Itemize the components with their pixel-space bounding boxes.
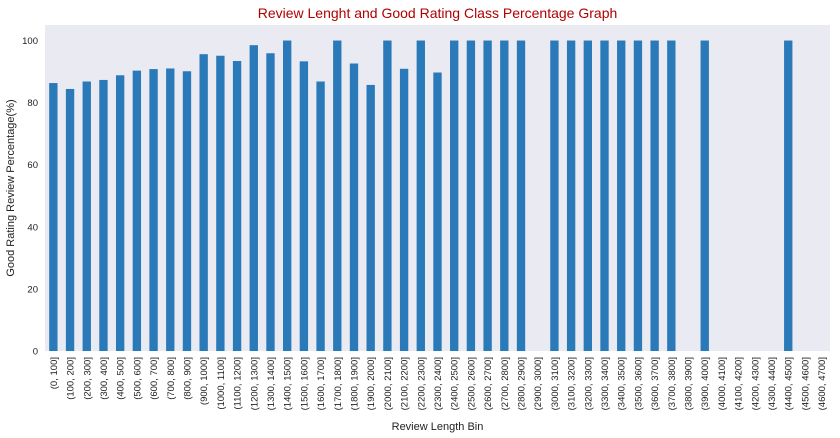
x-tick-label: (2600, 2700] — [483, 357, 494, 410]
x-tick-label: (3800, 3900] — [684, 357, 695, 410]
bar — [333, 40, 342, 352]
x-tick-label: (2700, 2800] — [500, 357, 511, 410]
bar — [483, 40, 492, 352]
bar — [366, 84, 375, 351]
bar — [49, 83, 58, 351]
x-tick-label: (4600, 4700] — [817, 357, 828, 410]
bar — [115, 75, 125, 351]
bar — [99, 79, 108, 351]
bar — [700, 40, 709, 352]
x-tick-label: (4200, 4300] — [750, 357, 761, 410]
x-tick-label: (2000, 2100] — [383, 357, 394, 410]
bar — [566, 40, 576, 352]
x-tick-label: (3400, 3500] — [617, 357, 628, 410]
x-tick-label: (500, 600] — [132, 357, 143, 400]
x-tick-label: (2900, 3000] — [533, 357, 544, 410]
x-tick-label: (200, 300] — [82, 357, 93, 400]
x-tick-label: (1500, 1600] — [299, 357, 310, 410]
x-tick-label: (2100, 2200] — [400, 357, 411, 410]
bar — [383, 40, 392, 352]
bar — [166, 68, 175, 351]
bar — [416, 40, 425, 352]
bar — [667, 40, 676, 352]
bar — [149, 69, 158, 351]
bar — [516, 40, 526, 352]
x-tick-label: (400, 500] — [116, 357, 127, 400]
x-tick-label: (3100, 3200] — [567, 357, 578, 410]
x-tick-label: (1200, 1300] — [249, 357, 260, 410]
y-axis-ticks: 0 20 40 60 80 100 — [22, 36, 38, 357]
y-tick-label: 20 — [27, 284, 38, 295]
x-tick-label: (3000, 3100] — [550, 357, 561, 410]
bar — [132, 70, 142, 351]
y-tick-label: 100 — [22, 36, 38, 47]
x-tick-label: (0, 100] — [49, 357, 60, 389]
x-tick-label: (1300, 1400] — [266, 357, 277, 410]
x-tick-label: (4000, 4100] — [717, 357, 728, 410]
bar — [249, 45, 258, 351]
bars-group — [49, 40, 793, 352]
bar — [232, 61, 242, 352]
x-tick-label: (4100, 4200] — [734, 357, 745, 410]
x-axis-ticks: (0, 100] (100, 200] (200, 300] (300, 400] (4… — [49, 357, 828, 410]
y-tick-label: 40 — [27, 222, 38, 233]
bar — [550, 40, 559, 352]
bar — [199, 54, 208, 352]
x-tick-label: (3900, 4000] — [700, 357, 711, 410]
bar — [316, 81, 325, 352]
bar — [283, 40, 292, 352]
x-tick-label: (1400, 1500] — [283, 357, 294, 410]
x-tick-label: (600, 700] — [149, 357, 160, 400]
bar — [633, 40, 643, 352]
bar — [266, 53, 275, 352]
bar — [299, 61, 309, 351]
x-tick-label: (900, 1000] — [199, 357, 210, 405]
bar — [450, 40, 459, 352]
bar — [433, 72, 442, 351]
bar — [650, 40, 659, 352]
bar — [466, 40, 476, 352]
bar — [600, 40, 609, 352]
x-tick-label: (3500, 3600] — [633, 357, 644, 410]
bar — [617, 40, 626, 352]
x-tick-label: (2400, 2500] — [450, 357, 461, 410]
x-tick-label: (100, 200] — [66, 357, 77, 400]
bar — [82, 81, 91, 352]
x-tick-label: (2200, 2300] — [416, 357, 427, 410]
x-tick-label: (4500, 4600] — [800, 357, 811, 410]
bar — [583, 40, 592, 352]
bar — [216, 55, 225, 351]
x-tick-label: (1800, 1900] — [349, 357, 360, 410]
x-axis-label: Review Length Bin — [392, 421, 484, 433]
x-tick-label: (2800, 2900] — [517, 357, 528, 410]
x-tick-label: (1600, 1700] — [316, 357, 327, 410]
x-tick-label: (4300, 4400] — [767, 357, 778, 410]
x-tick-label: (1100, 1200] — [233, 357, 244, 410]
x-tick-label: (700, 800] — [166, 357, 177, 400]
x-tick-label: (2500, 2600] — [466, 357, 477, 410]
chart-title: Review Lenght and Good Rating Class Perc… — [258, 5, 618, 21]
y-tick-label: 0 — [33, 347, 38, 358]
bar — [500, 40, 509, 352]
y-axis-label: Good Rating Review Percentage(%) — [5, 99, 17, 276]
bar — [349, 63, 359, 351]
y-tick-label: 80 — [27, 98, 38, 109]
x-tick-label: (300, 400] — [99, 357, 110, 400]
y-tick-label: 60 — [27, 160, 38, 171]
x-tick-label: (1900, 2000] — [366, 357, 377, 410]
x-tick-label: (3700, 3800] — [667, 357, 678, 410]
bar — [399, 68, 409, 351]
x-tick-label: (2300, 2400] — [433, 357, 444, 410]
x-tick-label: (1000, 1100] — [216, 357, 227, 410]
x-tick-label: (3600, 3700] — [650, 357, 661, 410]
x-tick-label: (4400, 4500] — [784, 357, 795, 410]
x-tick-label: (3300, 3400] — [600, 357, 611, 410]
bar — [784, 40, 793, 352]
x-tick-label: (3200, 3300] — [583, 357, 594, 410]
bar — [182, 71, 192, 351]
x-tick-label: (800, 900] — [182, 357, 193, 400]
x-tick-label: (1700, 1800] — [333, 357, 344, 410]
bar — [65, 88, 75, 351]
